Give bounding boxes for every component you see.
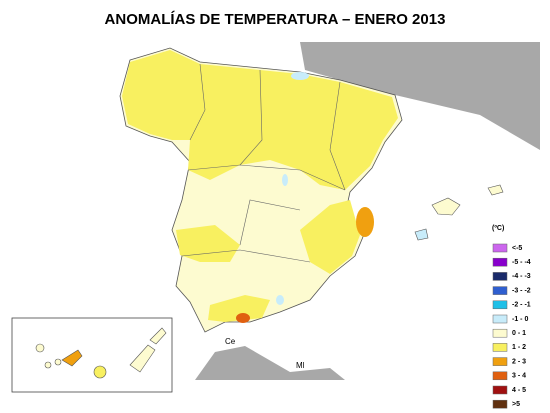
cool-spot [282, 174, 288, 186]
legend-label: >5 [512, 401, 520, 408]
cool-spot [291, 72, 309, 80]
legend-label: 2 - 3 [512, 358, 526, 365]
legend-swatch [492, 314, 508, 324]
legend-label: -1 - 0 [512, 316, 528, 323]
legend-swatch [492, 257, 508, 267]
legend-label: -5 - -4 [512, 259, 531, 266]
legend-label: <-5 [512, 245, 522, 252]
legend-swatch [492, 286, 508, 295]
hotspot-malaga [236, 313, 250, 323]
region-borders [181, 63, 346, 263]
menorca [487, 184, 504, 196]
canary-islands [35, 327, 167, 379]
region-warm-west [176, 225, 240, 262]
legend-swatch [492, 272, 508, 281]
legend-swatch [492, 385, 508, 395]
ibiza [414, 228, 429, 241]
africa [195, 346, 345, 380]
mallorca [431, 197, 461, 216]
legend-label: 1 - 2 [512, 344, 526, 351]
legend-label: 3 - 4 [512, 373, 526, 380]
region-warm-north [122, 50, 398, 190]
legend-swatch [492, 243, 508, 253]
region-warm-south [208, 295, 270, 322]
legend-label: -3 - -2 [512, 287, 531, 294]
legend: <-5 -5 - -4 -4 - -3 -3 - -2 -2 - -1 -1 - 0 0 -… [492, 243, 531, 409]
legend-swatch [492, 328, 508, 338]
legend-swatch [492, 343, 508, 352]
legend-swatch [492, 371, 508, 381]
hotspot-valencia [356, 207, 374, 237]
map-title: ANOMALÍAS DE TEMPERATURA – ENERO 2013 [105, 11, 446, 28]
region-warm-east [300, 200, 360, 274]
legend-label: -4 - -3 [512, 273, 531, 280]
legend-swatch [492, 399, 508, 409]
legend-swatch [492, 357, 508, 366]
france [300, 42, 540, 150]
legend-label: 4 - 5 [512, 387, 526, 394]
legend-swatch [492, 300, 508, 310]
legend-label: -2 - -1 [512, 302, 531, 309]
place-label: Ml [296, 361, 305, 370]
legend-label: 0 - 1 [512, 330, 526, 337]
legend-unit: (ºC) [492, 225, 504, 232]
cool-spot [276, 295, 284, 305]
place-label: Ce [225, 337, 236, 346]
